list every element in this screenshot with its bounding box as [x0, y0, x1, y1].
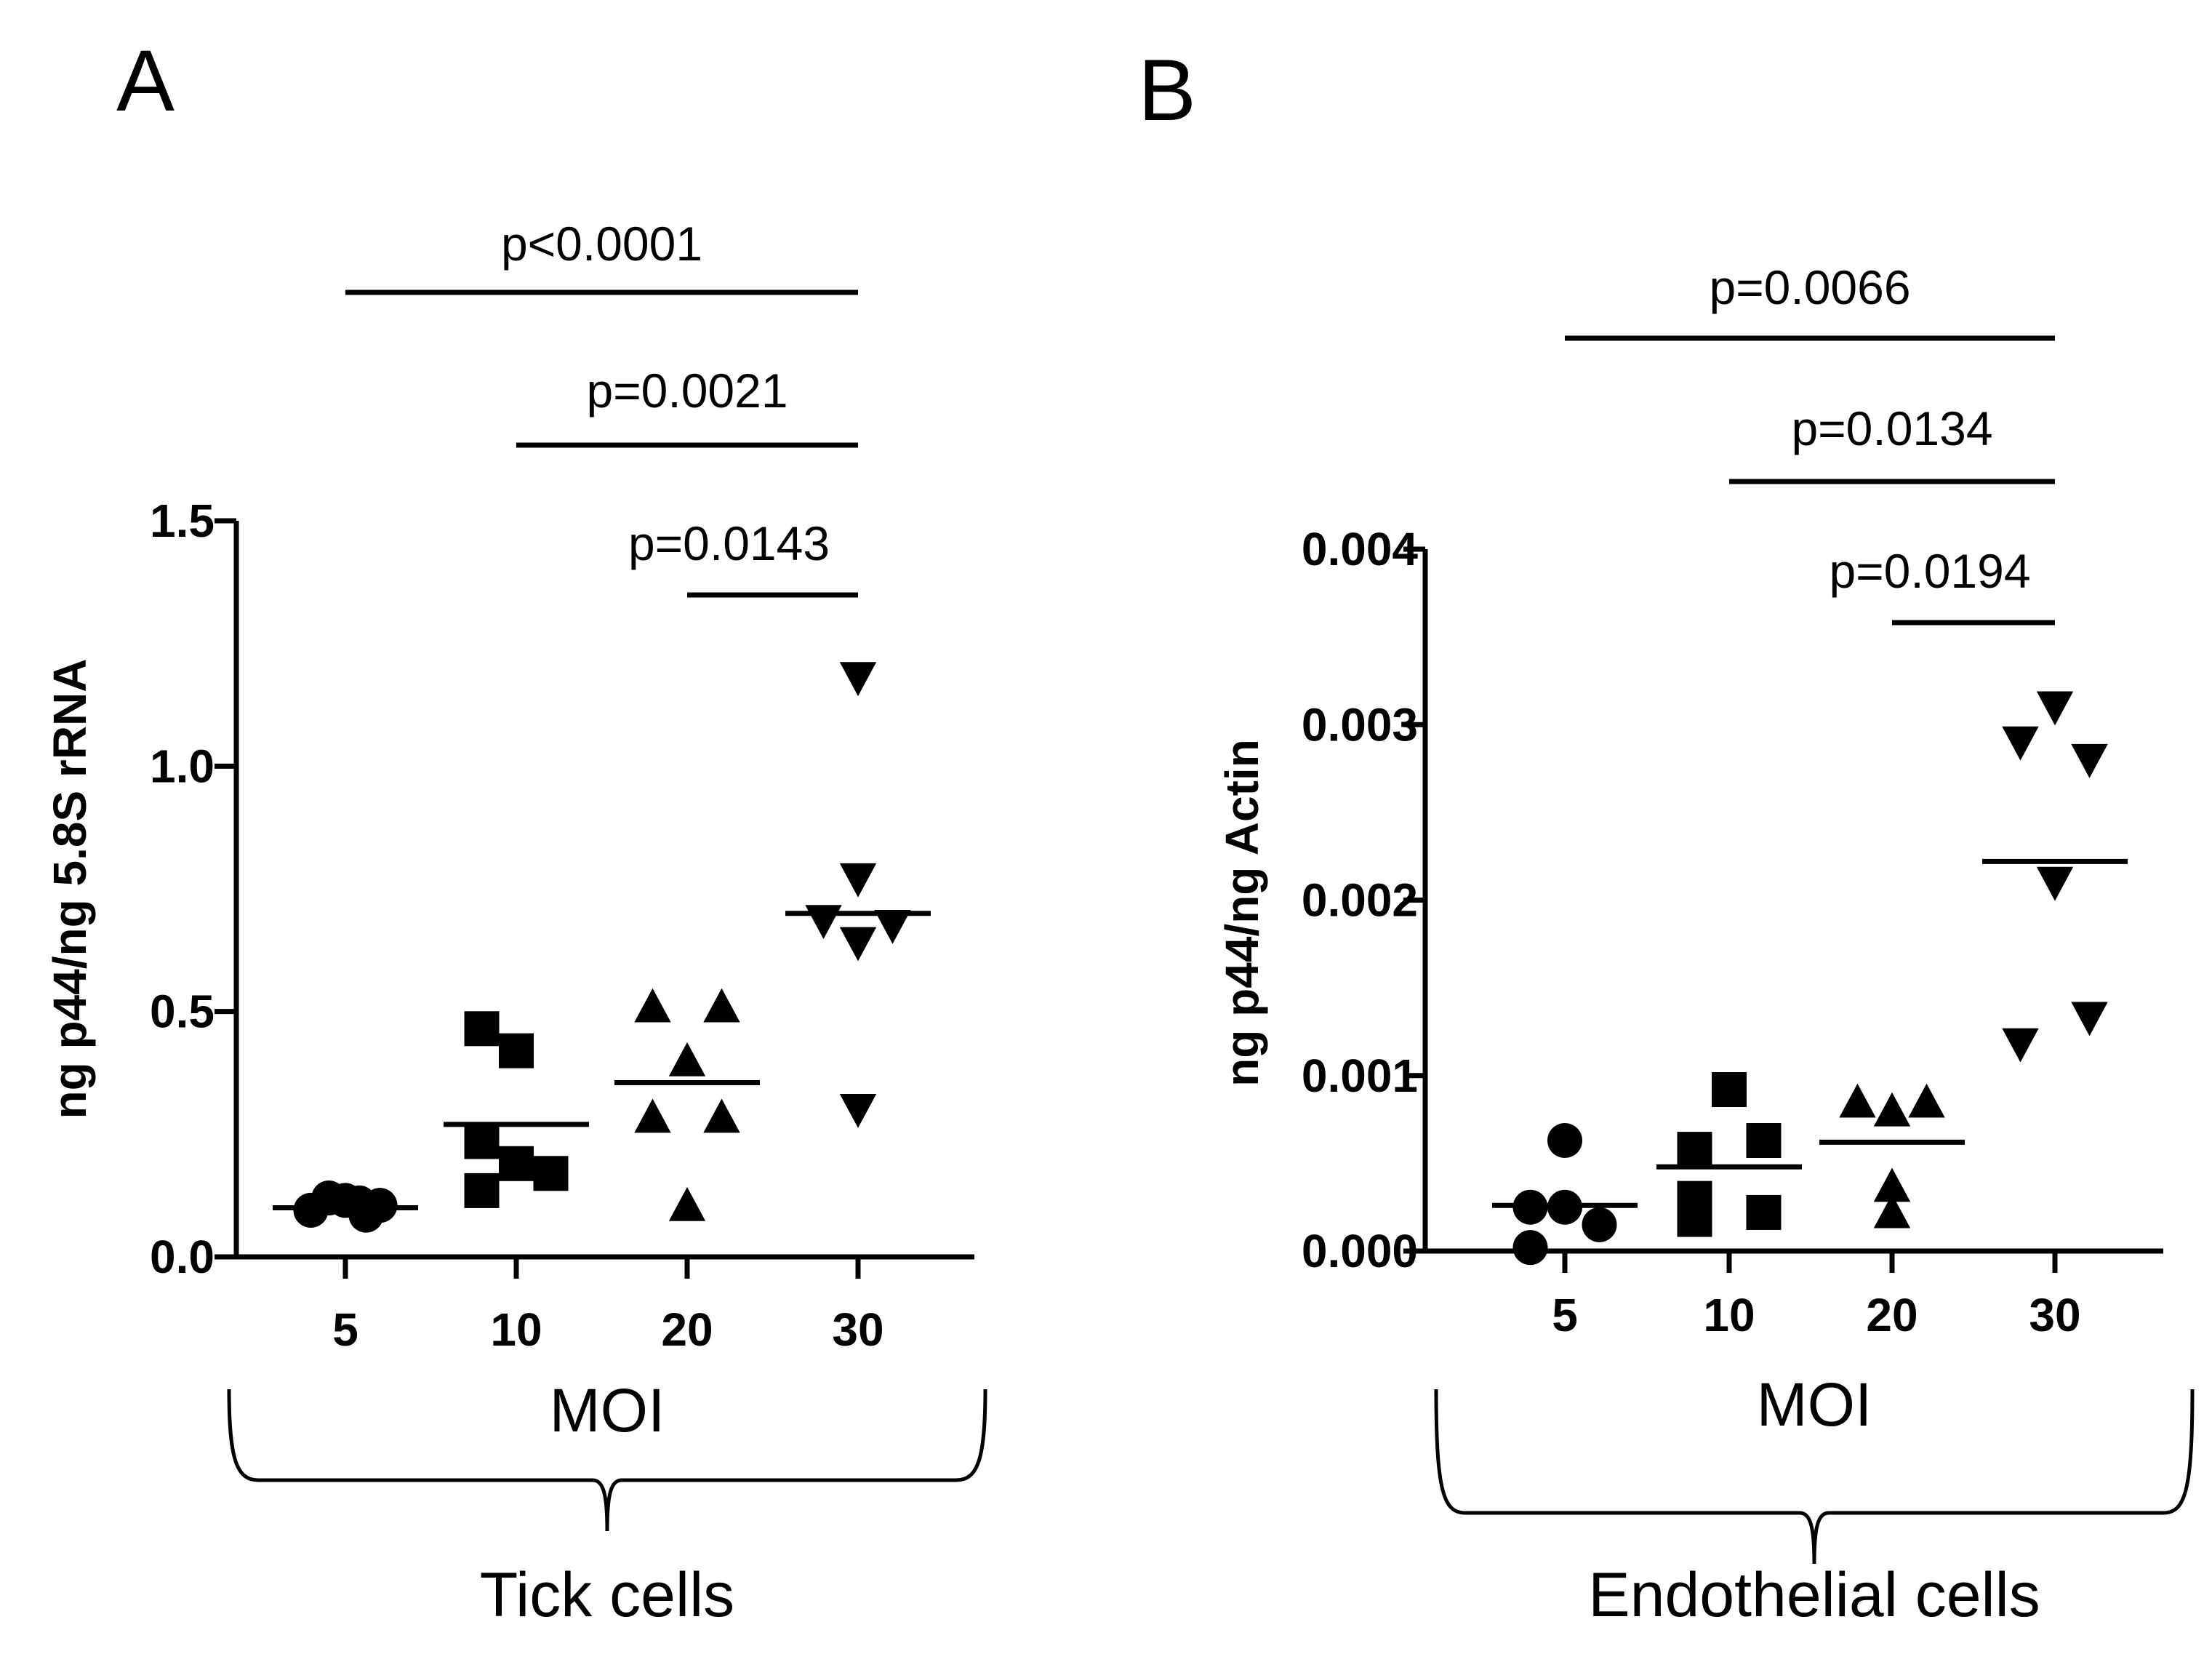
- y-axis-label: ng p44/ng 5.8S rRNA: [44, 659, 96, 1119]
- x-tick-label: 10: [490, 1303, 542, 1356]
- data-point-triangle-up: [668, 1042, 706, 1076]
- data-point-triangle-up: [1873, 1092, 1911, 1127]
- data-point-triangle-down: [2036, 866, 2074, 901]
- p-value-label: p=0.0021: [586, 364, 788, 418]
- data-point-square: [1746, 1123, 1782, 1159]
- data-point-triangle-down: [2036, 691, 2074, 726]
- data-point-square: [1677, 1202, 1712, 1237]
- y-tick-label: 0.001: [1302, 1050, 1418, 1102]
- data-point-triangle-down: [2071, 743, 2108, 778]
- data-point-triangle-up: [634, 1098, 671, 1133]
- panel-letter-b: B: [1138, 41, 1196, 139]
- data-point-circle: [1512, 1230, 1548, 1266]
- data-point-square: [1677, 1132, 1712, 1167]
- data-point-triangle-up: [1908, 1083, 1945, 1118]
- data-point-triangle-up: [1873, 1194, 1911, 1228]
- x-tick-label: 10: [1703, 1289, 1755, 1341]
- data-point-square: [533, 1156, 569, 1191]
- y-tick-label: 0.0: [150, 1231, 215, 1283]
- x-tick-label: 5: [1552, 1289, 1578, 1341]
- p-value-label: p<0.0001: [501, 217, 702, 271]
- group-label: Tick cells: [480, 1560, 734, 1630]
- data-point-triangle-down: [839, 1094, 877, 1128]
- y-tick-label: 0.000: [1302, 1225, 1418, 1277]
- y-tick-label: 0.002: [1302, 874, 1418, 927]
- x-axis-label: MOI: [1757, 1370, 1872, 1439]
- data-point-triangle-down: [2071, 1002, 2108, 1036]
- data-point-square: [464, 1011, 500, 1047]
- y-tick-label: 0.5: [150, 986, 215, 1038]
- y-tick-label: 1.5: [150, 495, 215, 547]
- p-value-label: p=0.0066: [1709, 260, 1910, 314]
- data-point-triangle-up: [1873, 1167, 1911, 1202]
- x-tick-label: 20: [1866, 1289, 1918, 1341]
- data-point-triangle-up: [668, 1186, 706, 1221]
- chart-b: 0.000 0.001 0.002 0.003 0.004 5 10 20 30 ng p44/n…: [1216, 260, 2195, 1630]
- x-tick-label: 30: [2029, 1289, 2080, 1341]
- data-point-triangle-up: [1839, 1083, 1876, 1118]
- data-point-square: [1712, 1072, 1747, 1108]
- data-point-circle: [1582, 1207, 1617, 1242]
- data-point-triangle-down: [839, 863, 877, 898]
- p-value-label: p=0.0143: [628, 516, 830, 570]
- data-point-triangle-down: [2002, 726, 2039, 761]
- y-tick-label: 0.004: [1302, 523, 1419, 575]
- data-point-triangle-up: [634, 988, 671, 1023]
- data-point-triangle-down: [2002, 1028, 2039, 1063]
- y-axis-label: ng p44/ng Actin: [1216, 739, 1268, 1087]
- y-tick-label: 0.003: [1302, 698, 1418, 751]
- x-tick-label: 5: [332, 1303, 358, 1356]
- p-value-label: p=0.0194: [1829, 544, 2030, 598]
- x-axis-label: MOI: [550, 1376, 665, 1445]
- data-point-triangle-down: [874, 910, 911, 944]
- x-tick-label: 30: [832, 1303, 883, 1356]
- data-point-circle: [1547, 1123, 1582, 1159]
- data-point-triangle-up: [703, 1098, 740, 1133]
- group-brace: [1434, 1389, 2195, 1565]
- data-point-square: [499, 1033, 534, 1068]
- group-label: Endothelial cells: [1588, 1560, 2040, 1630]
- p-value-label: p=0.0134: [1791, 401, 1992, 455]
- chart-a: 0.0 0.5 1.0 1.5 5 10 20 30 ng p44/ng 5.8S rRNA p<…: [44, 217, 987, 1630]
- data-point-square: [464, 1124, 500, 1159]
- panel-letter-a: A: [116, 32, 175, 129]
- data-point-square: [499, 1146, 534, 1181]
- x-tick-label: 20: [661, 1303, 713, 1356]
- data-point-square: [1746, 1194, 1782, 1230]
- group-brace: [227, 1389, 987, 1532]
- data-point-triangle-up: [703, 988, 740, 1023]
- data-point-triangle-down: [805, 905, 842, 940]
- y-tick-label: 1.0: [150, 740, 215, 792]
- data-point-triangle-down: [839, 927, 877, 962]
- data-point-square: [464, 1172, 500, 1208]
- data-point-triangle-down: [839, 662, 877, 697]
